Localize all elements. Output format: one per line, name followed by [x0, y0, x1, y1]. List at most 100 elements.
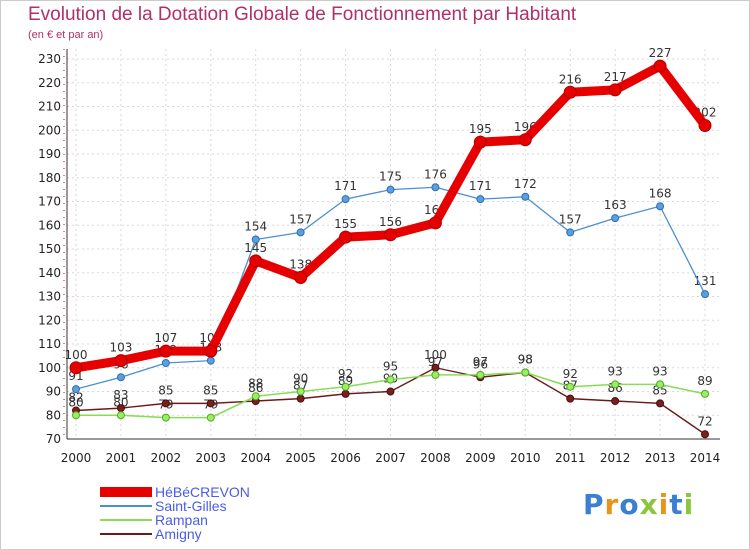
- y-tick-label: 190: [38, 147, 61, 161]
- legend-label: Saint-Gilles: [155, 498, 227, 514]
- data-label: 92: [563, 367, 578, 381]
- data-point: [701, 430, 709, 439]
- data-label: 107: [154, 331, 177, 345]
- data-point: [296, 394, 305, 403]
- data-point: [521, 192, 530, 201]
- data-point: [341, 382, 350, 391]
- data-point: [701, 290, 709, 299]
- data-point: [611, 214, 620, 223]
- data-label: 171: [469, 179, 492, 193]
- data-label: 157: [289, 212, 312, 226]
- data-point: [116, 411, 125, 420]
- y-tick-label: 170: [38, 195, 61, 209]
- data-label: 97: [473, 355, 488, 369]
- y-tick-label: 150: [38, 242, 61, 256]
- logo-letter: i: [658, 488, 670, 521]
- data-label: 93: [608, 364, 623, 378]
- data-point: [476, 195, 485, 204]
- data-point: [611, 397, 620, 405]
- data-label: 172: [514, 177, 537, 191]
- data-point: [431, 370, 440, 379]
- data-label: 131: [694, 274, 717, 288]
- data-label: 86: [248, 381, 263, 395]
- data-label: 95: [383, 360, 398, 374]
- data-point: [204, 344, 218, 358]
- data-point: [386, 185, 395, 194]
- data-label: 97: [428, 355, 443, 369]
- data-label: 93: [652, 364, 667, 378]
- data-point: [566, 394, 575, 403]
- data-label: 82: [68, 391, 83, 405]
- data-label: 175: [379, 170, 402, 184]
- x-tick-label: 2012: [600, 451, 631, 465]
- data-point: [116, 373, 125, 382]
- data-point: [653, 59, 667, 73]
- data-point: [431, 363, 440, 372]
- data-label: 171: [334, 179, 357, 193]
- legend-label: Amigny: [155, 526, 202, 542]
- legend-swatch: [100, 519, 152, 521]
- data-label: 163: [604, 198, 627, 212]
- data-label: 155: [334, 217, 357, 231]
- chart-title: Evolution de la Dotation Globale de Fonc…: [28, 4, 577, 25]
- legend-label: Rampan: [155, 512, 208, 528]
- data-label: 80: [113, 395, 128, 409]
- x-tick-label: 2001: [106, 451, 137, 465]
- x-tick-label: 2004: [240, 451, 271, 465]
- data-label: 195: [469, 122, 492, 136]
- data-point: [566, 228, 575, 237]
- legend-swatch: [100, 505, 152, 507]
- data-label: 100: [424, 348, 447, 362]
- x-tick-label: 2000: [61, 451, 92, 465]
- data-label: 89: [338, 374, 353, 388]
- data-point: [116, 404, 125, 413]
- x-tick-label: 2013: [645, 451, 676, 465]
- logo-letter: x: [639, 488, 659, 521]
- data-point: [563, 85, 577, 99]
- data-point: [249, 254, 263, 268]
- data-point: [656, 202, 665, 211]
- x-tick-label: 2007: [375, 451, 406, 465]
- y-tick-label: 220: [38, 76, 61, 90]
- data-point: [206, 413, 215, 422]
- data-point: [341, 195, 350, 204]
- data-point: [296, 387, 305, 396]
- data-point: [339, 230, 353, 244]
- y-tick-label: 210: [38, 100, 61, 114]
- chart-subtitle: (en € et par an): [28, 29, 104, 41]
- data-label: 96: [473, 357, 488, 371]
- data-point: [251, 235, 260, 244]
- legend-label: HéBéCREVON: [155, 484, 250, 500]
- data-point: [251, 392, 260, 401]
- data-point: [611, 380, 620, 389]
- data-point: [72, 411, 80, 420]
- y-tick-label: 120: [38, 313, 61, 327]
- data-label: 103: [109, 341, 132, 355]
- data-label: 168: [649, 186, 672, 200]
- data-label: 90: [293, 372, 308, 386]
- y-tick-label: 230: [38, 52, 61, 66]
- legend-swatch: [100, 487, 152, 497]
- data-point: [341, 389, 350, 398]
- data-point: [159, 344, 173, 358]
- x-tick-label: 2011: [555, 451, 586, 465]
- data-point: [386, 387, 395, 396]
- y-tick-label: 160: [38, 218, 61, 232]
- data-point: [566, 382, 575, 391]
- data-label: 216: [559, 72, 582, 86]
- x-tick-label: 2005: [285, 451, 316, 465]
- logo-letter: o: [619, 488, 640, 521]
- data-label: 98: [518, 353, 533, 367]
- data-point: [161, 399, 170, 408]
- data-label: 87: [293, 379, 308, 393]
- data-point: [608, 83, 622, 97]
- y-tick-label: 90: [46, 385, 61, 399]
- data-point: [384, 228, 397, 242]
- data-point: [161, 413, 170, 422]
- data-point: [386, 375, 395, 384]
- logo-letter: t: [669, 488, 684, 521]
- data-label: 145: [244, 241, 267, 255]
- x-tick-label: 2014: [690, 451, 721, 465]
- data-point: [698, 119, 712, 132]
- data-point: [296, 228, 305, 237]
